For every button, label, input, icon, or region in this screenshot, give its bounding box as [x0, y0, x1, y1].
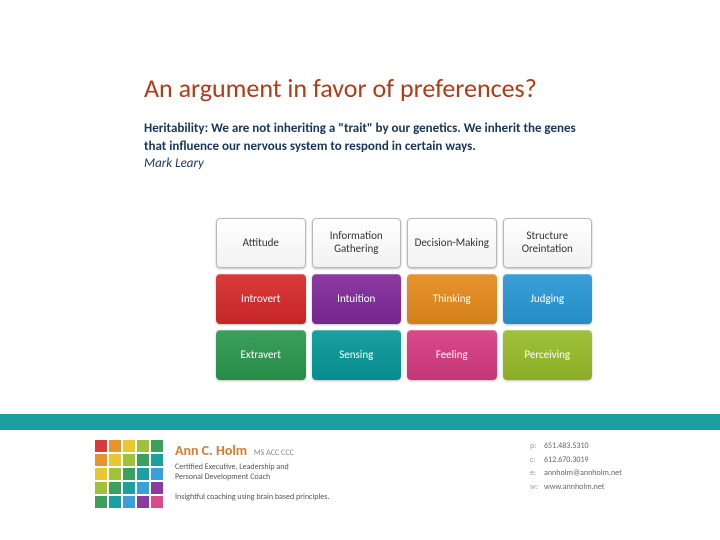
logo-swatch	[151, 440, 163, 452]
logo-swatch	[109, 454, 121, 466]
slide-title: An argument in favor of preferences?	[144, 72, 537, 104]
logo-swatch	[137, 468, 149, 480]
grid-tile: Sensing	[312, 330, 402, 380]
grid-tile: Introvert	[216, 274, 306, 324]
contact-row: e:annholm@annholm.net	[530, 467, 660, 481]
logo-swatch	[109, 496, 121, 508]
body-text: Heritability: We are not inheriting a "t…	[144, 120, 584, 173]
body-attribution: Mark Leary	[144, 156, 204, 171]
grid-row-1: Introvert Intuition Thinking Judging	[216, 274, 592, 324]
logo-swatch	[123, 482, 135, 494]
divider-bar	[0, 414, 720, 430]
grid-tile: Extravert	[216, 330, 306, 380]
contact-row: p:651.483.5310	[530, 440, 660, 454]
logo-swatch	[137, 440, 149, 452]
footer-subtitle: Certified Executive, Leadership and Pers…	[175, 462, 518, 482]
logo-swatch	[151, 468, 163, 480]
grid-tile: Thinking	[407, 274, 497, 324]
body-bold: Heritability: We are not inheriting a "t…	[144, 121, 576, 154]
logo-swatch	[95, 440, 107, 452]
logo-swatch	[151, 454, 163, 466]
grid-tile: Intuition	[312, 274, 402, 324]
grid-header: Decision-Making	[407, 218, 497, 268]
slide: An argument in favor of preferences? Her…	[0, 0, 720, 540]
logo-swatch	[123, 440, 135, 452]
logo-swatch	[137, 454, 149, 466]
logo-swatch	[123, 496, 135, 508]
logo-swatch	[109, 440, 121, 452]
footer-name: Ann C. Holm	[175, 442, 247, 459]
footer-text: Ann C. Holm MS ACC CCC Certified Executi…	[175, 440, 518, 502]
logo-swatch	[123, 454, 135, 466]
logo-swatch	[123, 468, 135, 480]
logo-swatch	[151, 482, 163, 494]
footer: Ann C. Holm MS ACC CCC Certified Executi…	[95, 440, 660, 508]
contact-row: c:612.670.3019	[530, 454, 660, 468]
logo-swatch	[95, 468, 107, 480]
grid-header: Information Gathering	[312, 218, 402, 268]
logo-swatch	[137, 496, 149, 508]
logo-swatch	[151, 496, 163, 508]
grid-tile: Judging	[503, 274, 593, 324]
grid-header: Structure Oreintation	[503, 218, 593, 268]
grid-row-2: Extravert Sensing Feeling Perceiving	[216, 330, 592, 380]
grid-header: Attitude	[216, 218, 306, 268]
footer-tagline: Insightful coaching using brain based pr…	[175, 492, 518, 502]
logo-swatch	[109, 468, 121, 480]
logo-swatch	[95, 454, 107, 466]
logo-swatch	[137, 482, 149, 494]
logo-swatch	[109, 482, 121, 494]
mbti-grid: Attitude Information Gathering Decision-…	[216, 218, 592, 386]
logo-swatch	[95, 482, 107, 494]
footer-credentials: MS ACC CCC	[254, 448, 294, 458]
grid-header-row: Attitude Information Gathering Decision-…	[216, 218, 592, 268]
contact-row: w:www.annholm.net	[530, 481, 660, 495]
grid-tile: Perceiving	[503, 330, 593, 380]
footer-contact: p:651.483.5310c:612.670.3019e:annholm@an…	[530, 440, 660, 494]
logo-swatch	[95, 496, 107, 508]
logo-grid	[95, 440, 163, 508]
grid-tile: Feeling	[407, 330, 497, 380]
